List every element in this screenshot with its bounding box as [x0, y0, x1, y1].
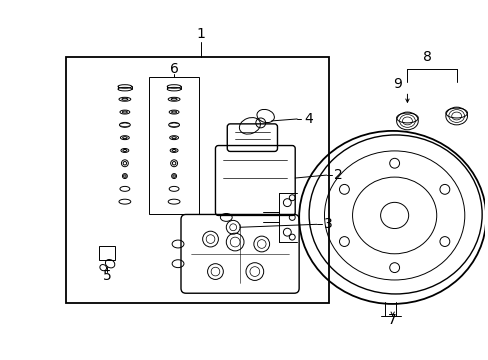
Bar — [66, 57, 328, 303]
Text: 8: 8 — [422, 50, 431, 64]
Bar — [99, 246, 115, 260]
Text: 3: 3 — [324, 217, 332, 231]
Bar — [149, 77, 198, 215]
Text: 1: 1 — [196, 27, 204, 41]
Text: 4: 4 — [304, 112, 313, 126]
Text: 5: 5 — [102, 270, 111, 283]
Text: 9: 9 — [392, 77, 401, 91]
Text: 2: 2 — [333, 168, 342, 182]
Text: 7: 7 — [387, 313, 396, 327]
Text: 6: 6 — [169, 62, 178, 76]
